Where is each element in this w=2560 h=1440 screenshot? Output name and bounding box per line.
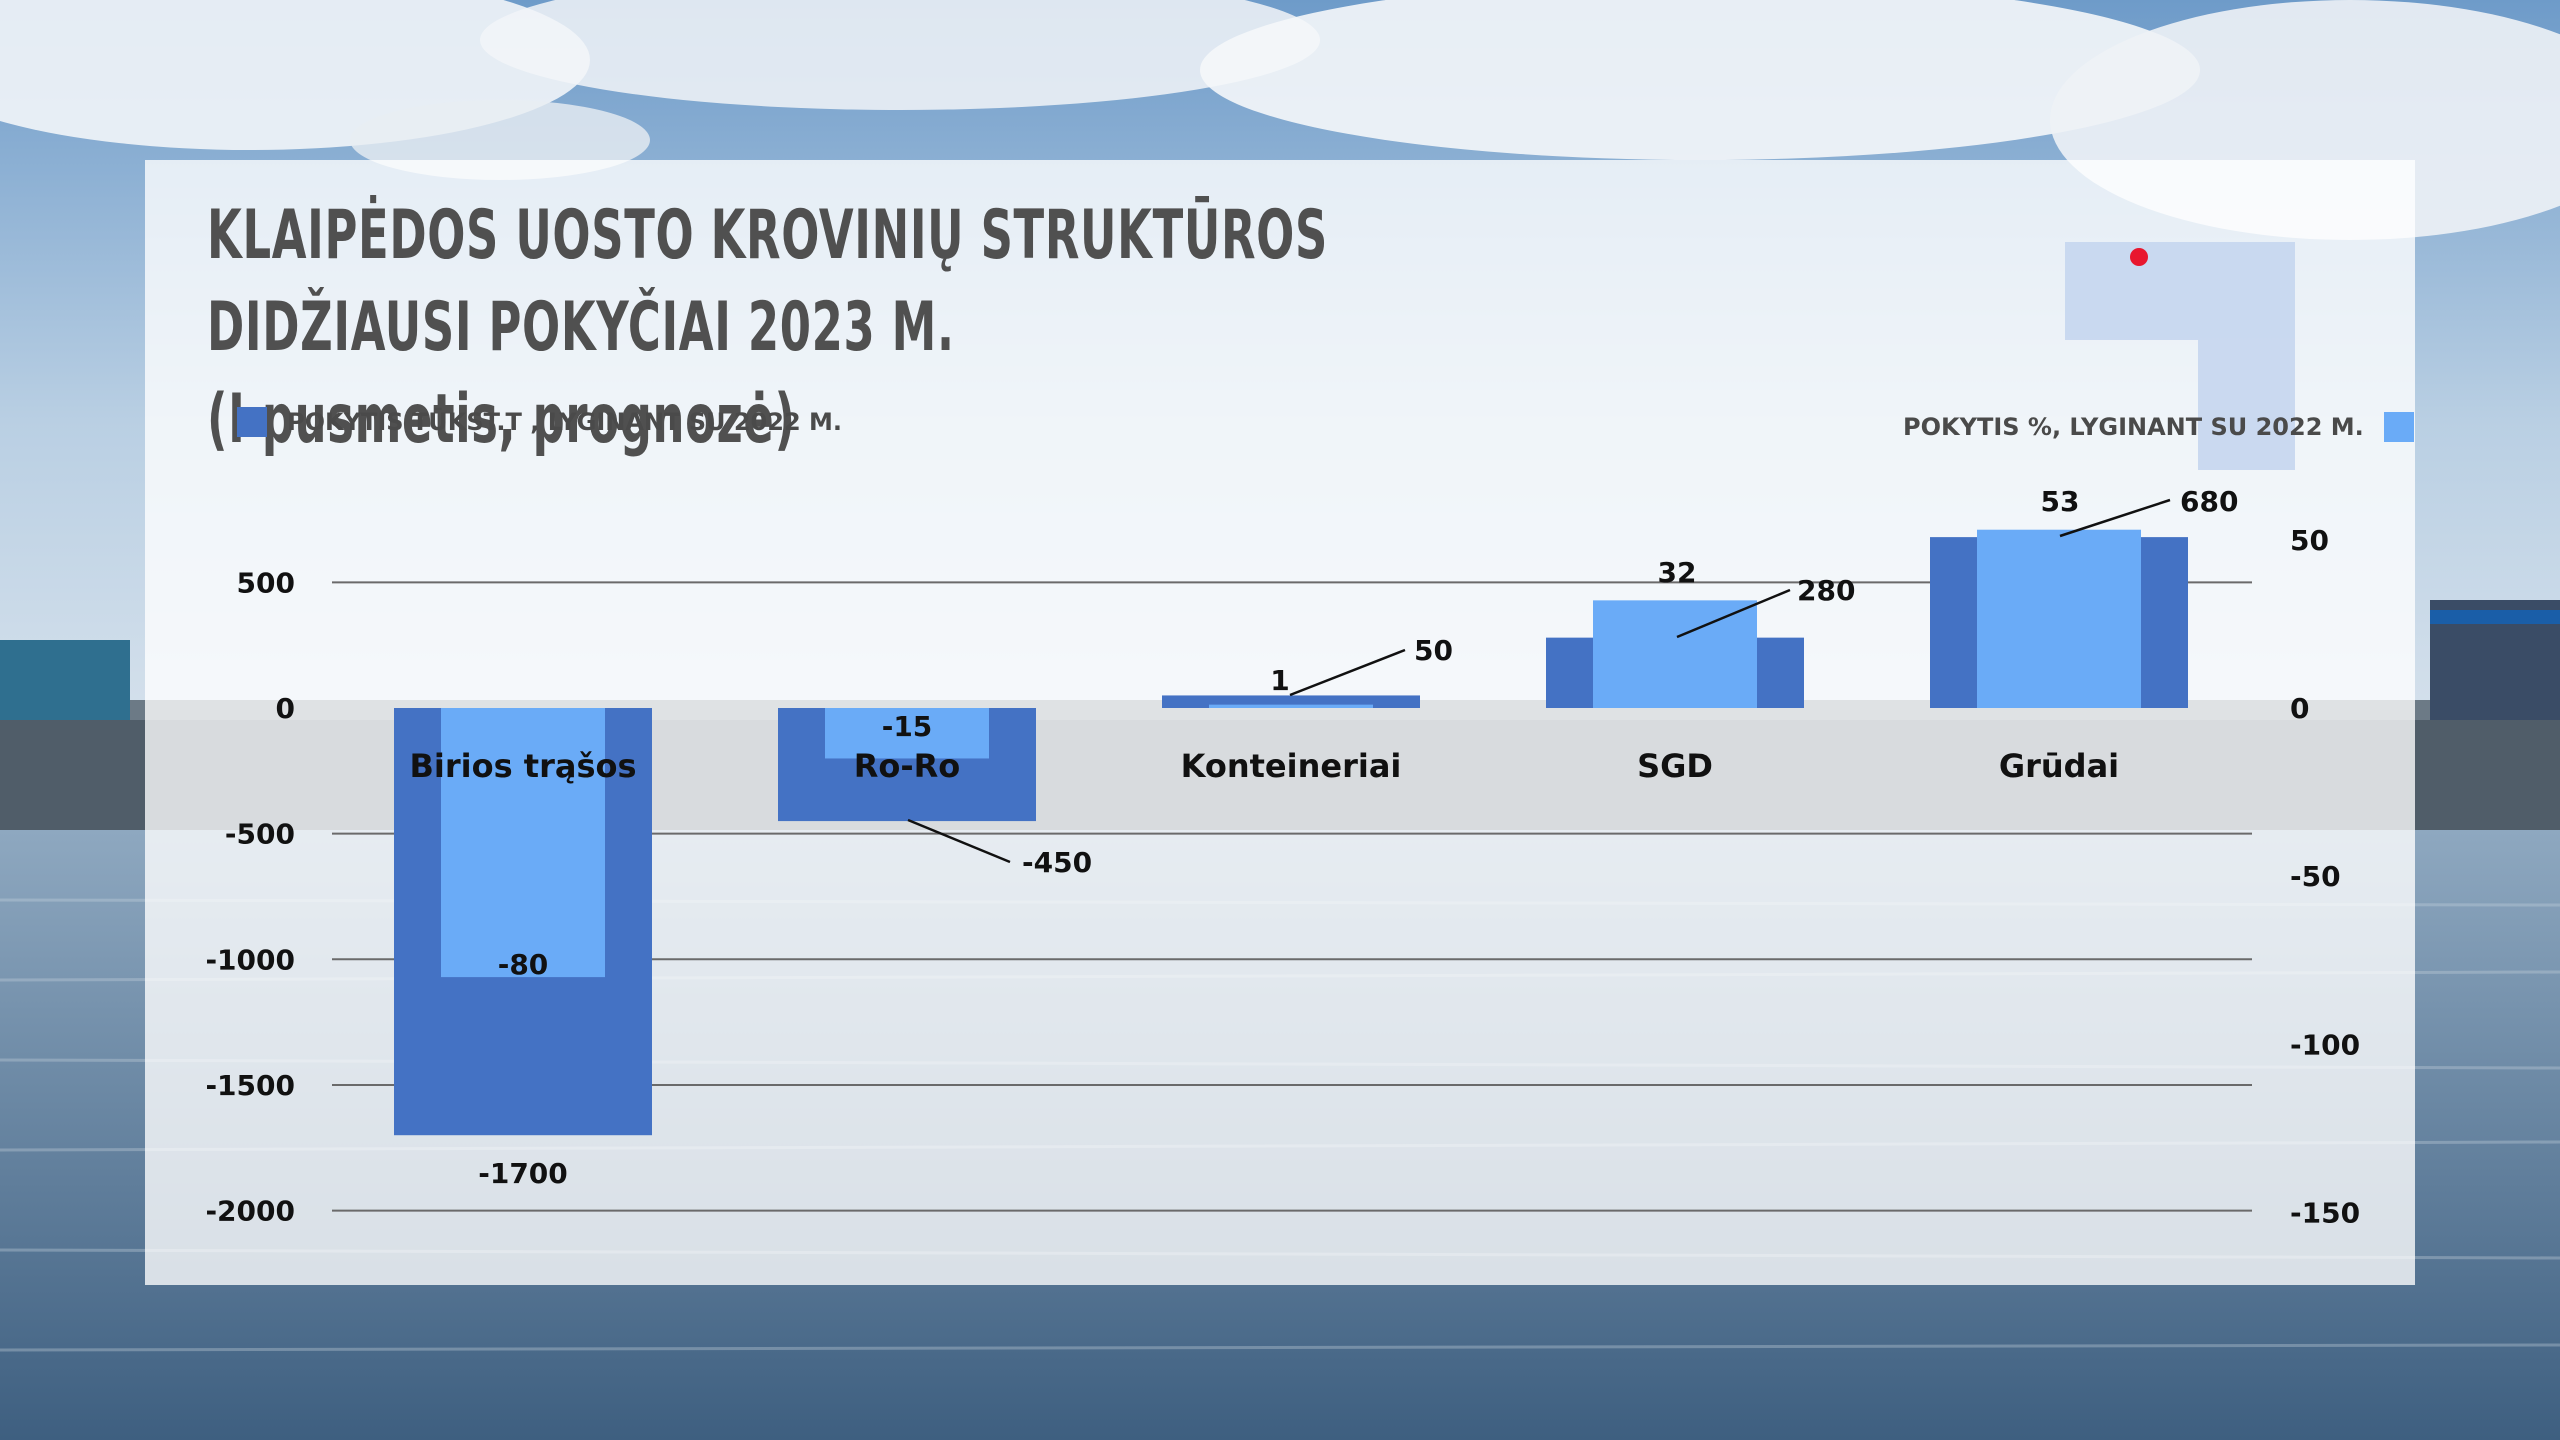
category-label: Ro-Ro [854, 747, 961, 785]
bar-light [1977, 529, 2141, 708]
data-label-dark: 680 [2180, 485, 2238, 518]
category-label: Konteineriai [1181, 747, 1402, 785]
chart-title: KLAIPĖDOS UOSTO KROVINIŲ STRUKTŪROS DIDŽ… [207, 190, 1560, 466]
data-label-dark: 50 [1414, 634, 1453, 667]
legend-label-right: POKYTIS %, LYGINANT SU 2022 M. [1903, 413, 2364, 441]
data-label-light: -15 [882, 710, 933, 743]
data-label-dark: -1700 [478, 1157, 568, 1190]
right-axis-tick-label: -150 [2290, 1197, 2360, 1230]
left-axis-tick-label: -2000 [205, 1195, 295, 1228]
category-label: SGD [1637, 747, 1713, 785]
right-axis-tick-label: -100 [2290, 1028, 2360, 1061]
bar-light [1593, 600, 1757, 708]
data-label-light: 32 [1658, 556, 1697, 589]
bar-light [1209, 704, 1373, 708]
title-line-1: KLAIPĖDOS UOSTO KROVINIŲ STRUKTŪROS DIDŽ… [207, 196, 1328, 367]
bar-light [441, 708, 605, 978]
left-axis-tick-label: 0 [276, 692, 295, 725]
data-label-light: 1 [1270, 664, 1289, 697]
data-label-leader-line [1676, 588, 1791, 639]
legend-swatch-dark [237, 407, 267, 437]
left-axis-tick-label: -1000 [205, 943, 295, 976]
title-accent-dot [2130, 248, 2148, 266]
data-label-leader-line [907, 818, 1011, 864]
legend-right: POKYTIS %, LYGINANT SU 2022 M. [1903, 412, 2414, 442]
bar-light [825, 708, 989, 759]
legend-label-left: POKYTIS TŪKST.T , LYGINANT SU 2022 M. [287, 408, 843, 436]
title-line-2: (I pusmetis, prognozė) [207, 380, 796, 459]
data-label-leader-line [2059, 498, 2171, 538]
right-axis-tick-label: 50 [2290, 524, 2329, 557]
data-label-leader-line [1289, 648, 1406, 697]
category-label: Grūdai [1999, 747, 2119, 785]
data-label-light: 53 [2041, 485, 2080, 518]
legend-left: POKYTIS TŪKST.T , LYGINANT SU 2022 M. [237, 407, 842, 437]
legend-swatch-light [2383, 412, 2414, 442]
data-label-dark: 280 [1797, 574, 1855, 607]
left-axis-tick-label: 500 [237, 566, 295, 599]
left-axis-tick-label: -500 [225, 818, 295, 851]
right-axis-tick-label: -50 [2290, 860, 2341, 893]
data-label-dark: -450 [1022, 846, 1092, 879]
left-axis-tick-label: -1500 [205, 1069, 295, 1102]
category-label: Birios trąšos [409, 747, 636, 785]
right-axis-tick-label: 0 [2290, 692, 2309, 725]
data-label-light: -80 [498, 948, 549, 981]
